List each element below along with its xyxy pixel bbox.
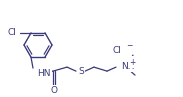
Text: O: O xyxy=(51,86,57,95)
Text: Cl: Cl xyxy=(7,28,16,37)
Text: NH: NH xyxy=(121,62,135,71)
Text: −: − xyxy=(126,42,132,51)
Text: S: S xyxy=(78,67,84,76)
Text: +: + xyxy=(129,58,135,67)
Text: HN: HN xyxy=(37,69,51,78)
Text: Cl: Cl xyxy=(113,46,122,55)
